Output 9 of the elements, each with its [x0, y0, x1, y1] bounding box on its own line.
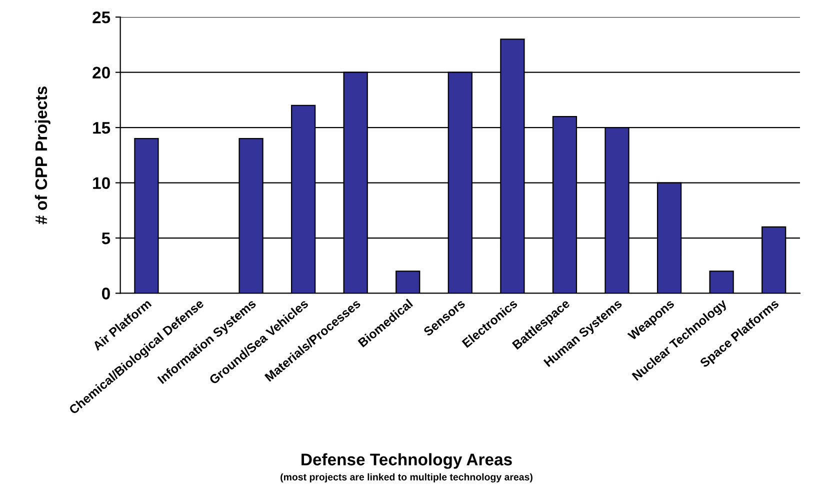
y-tick-label: 25 [92, 12, 110, 24]
y-tick-label: 10 [93, 177, 110, 189]
y-tick-label: 15 [93, 122, 110, 134]
y-tick-label: 0 [102, 288, 110, 300]
y-tick-label: 20 [92, 66, 110, 79]
y-tick-label: 5 [102, 232, 110, 244]
x-axis-title: Defense Technology Areas [302, 453, 512, 469]
text: (most projects are linked to multiple technology areas) [280, 473, 532, 482]
y-axis-title: # of CPP Projects [34, 86, 50, 224]
